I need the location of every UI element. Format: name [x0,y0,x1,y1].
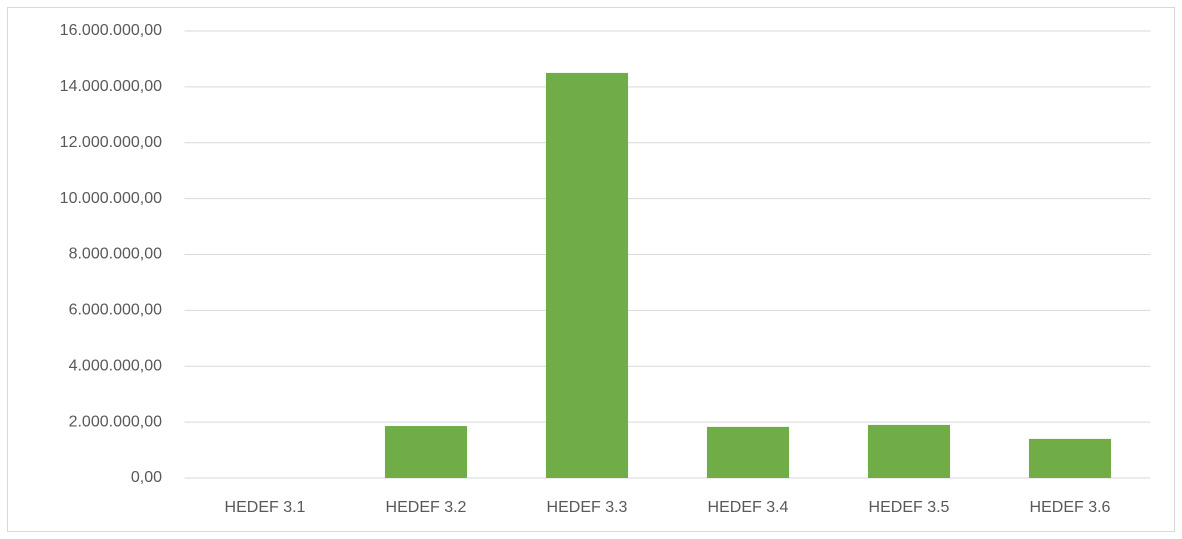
y-tick-label: 6.000.000,00 [69,302,163,319]
bar [545,72,629,478]
y-tick-label: 12.000.000,00 [60,134,162,151]
y-tick-label: 16.000.000,00 [60,22,162,39]
y-tick-label: 4.000.000,00 [69,357,163,374]
y-tick-label: 0,00 [131,469,162,486]
bar [1028,438,1112,478]
x-tick-label: HEDEF 3.1 [225,499,306,516]
bar [706,426,790,478]
y-tick-label: 14.000.000,00 [60,78,162,95]
y-tick-label: 2.000.000,00 [69,413,163,430]
bar [384,426,468,478]
bar [867,424,951,478]
x-tick-label: HEDEF 3.6 [1030,499,1111,516]
x-tick-label: HEDEF 3.4 [708,499,789,516]
x-tick-label: HEDEF 3.2 [386,499,467,516]
x-tick-label: HEDEF 3.5 [869,499,950,516]
x-tick-label: HEDEF 3.3 [547,499,628,516]
y-tick-label: 8.000.000,00 [69,246,163,263]
y-tick-label: 10.000.000,00 [60,190,162,207]
